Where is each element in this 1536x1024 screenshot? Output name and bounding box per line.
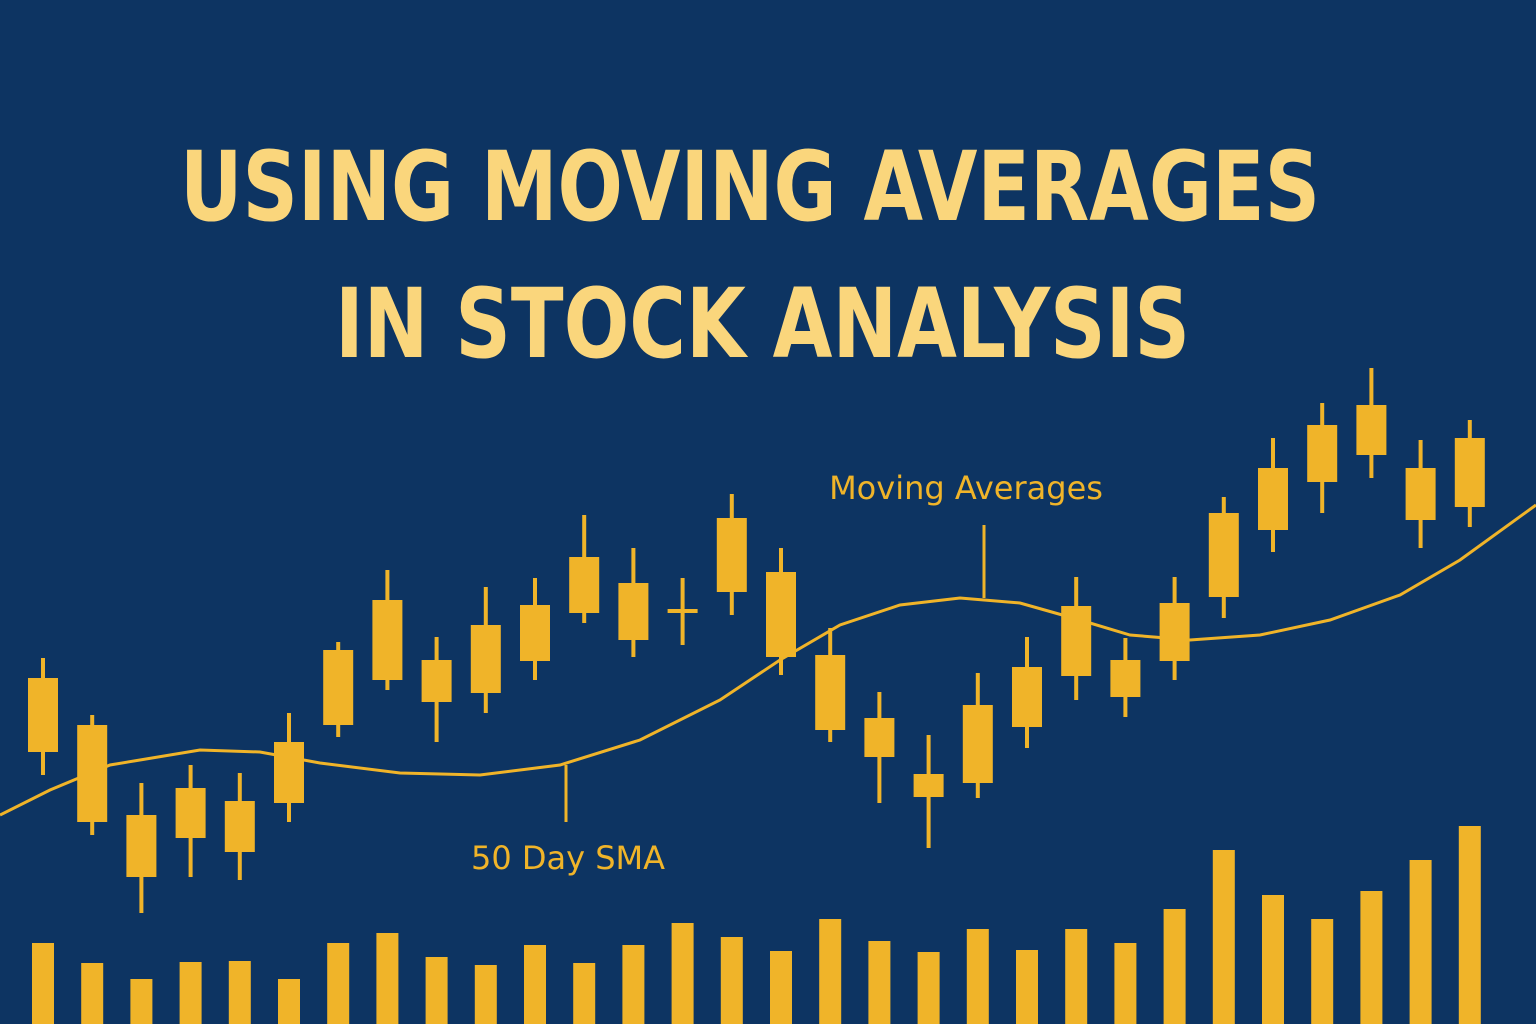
candle-body bbox=[175, 788, 206, 838]
volume-bar bbox=[1311, 919, 1334, 1024]
candle-body bbox=[1307, 425, 1338, 482]
volume-bar bbox=[1065, 929, 1088, 1024]
volume-bar bbox=[1212, 850, 1235, 1024]
candle-body bbox=[716, 518, 747, 592]
volume-bar bbox=[1360, 891, 1383, 1024]
candle-body bbox=[913, 774, 944, 797]
volume-bar bbox=[671, 923, 694, 1024]
candle-body bbox=[667, 609, 698, 613]
volume-bar bbox=[622, 945, 645, 1024]
volume-bar bbox=[376, 933, 399, 1024]
candle-body bbox=[421, 660, 452, 702]
title-line: IN STOCK ANALYSIS bbox=[335, 268, 1190, 380]
candle-body bbox=[224, 801, 255, 852]
volume-bar bbox=[720, 937, 743, 1024]
candle-body bbox=[470, 625, 501, 693]
candle-body bbox=[1061, 606, 1092, 676]
candle-body bbox=[1454, 438, 1485, 507]
candle-body bbox=[864, 718, 895, 757]
candle-body bbox=[1356, 405, 1387, 455]
volume-bar bbox=[1114, 943, 1137, 1024]
volume-bar bbox=[425, 957, 448, 1024]
candle-body bbox=[126, 815, 157, 877]
candle-body bbox=[815, 655, 846, 730]
candle-body bbox=[618, 583, 649, 640]
volume-bar bbox=[1262, 895, 1284, 1024]
volume-bar bbox=[179, 962, 202, 1024]
volume-bar bbox=[1409, 860, 1432, 1024]
candle-body bbox=[28, 678, 58, 752]
volume-bar bbox=[130, 979, 153, 1024]
volume-bar bbox=[573, 963, 596, 1024]
candle-body bbox=[274, 742, 304, 803]
candle-body bbox=[1110, 660, 1141, 697]
candle-body bbox=[1208, 513, 1239, 597]
volume-bar bbox=[278, 979, 300, 1024]
volume-bar bbox=[474, 965, 497, 1024]
candle-body bbox=[1405, 468, 1436, 520]
annotation: Moving Averages bbox=[829, 469, 1103, 507]
volume-bar bbox=[81, 963, 104, 1024]
candle-body bbox=[323, 650, 354, 725]
volume-bar bbox=[1016, 950, 1038, 1024]
candle-body bbox=[1258, 468, 1288, 530]
volume-bar bbox=[1458, 826, 1481, 1024]
candle-body bbox=[77, 725, 108, 822]
volume-bar bbox=[770, 951, 792, 1024]
candle-body bbox=[372, 600, 403, 680]
volume-bar bbox=[966, 929, 989, 1024]
annotation: 50 Day SMA bbox=[471, 839, 665, 877]
volume-bar bbox=[819, 919, 842, 1024]
candle-body bbox=[569, 557, 600, 613]
volume-bar bbox=[868, 941, 891, 1024]
candle-body bbox=[962, 705, 993, 783]
volume-bar bbox=[327, 943, 350, 1024]
volume-bar bbox=[917, 952, 940, 1024]
sma-line bbox=[0, 503, 1536, 817]
volume-bar bbox=[1163, 909, 1186, 1024]
candle-body bbox=[520, 605, 550, 661]
volume-bar bbox=[32, 943, 54, 1024]
candle-body bbox=[1012, 667, 1042, 727]
candle-body bbox=[1159, 603, 1190, 661]
candle-body bbox=[766, 572, 796, 657]
title-line: USING MOVING AVERAGES bbox=[180, 131, 1320, 243]
volume-bar bbox=[228, 961, 251, 1024]
volume-bar bbox=[524, 945, 546, 1024]
plot bbox=[0, 368, 1536, 1024]
